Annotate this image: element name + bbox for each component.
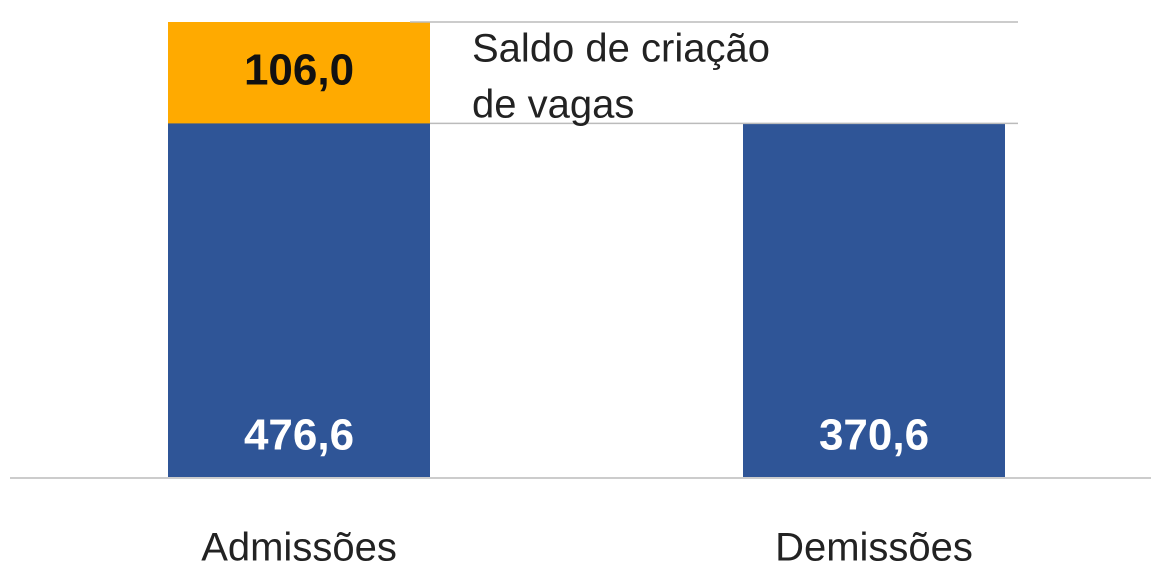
value-label: 370,6 (819, 411, 929, 460)
balance-label-line: de vagas (472, 82, 634, 126)
balance-label-line: Saldo de criação (472, 26, 770, 70)
value-label: 476,6 (244, 411, 354, 460)
balance-bar (168, 22, 430, 124)
bar (743, 123, 1005, 478)
balance-value-label: 106,0 (244, 45, 354, 94)
x-tick-label: Demissões (775, 526, 973, 567)
balance-label: Saldo de criação de vagas (472, 26, 770, 126)
x-tick-label: Admissões (201, 526, 397, 567)
